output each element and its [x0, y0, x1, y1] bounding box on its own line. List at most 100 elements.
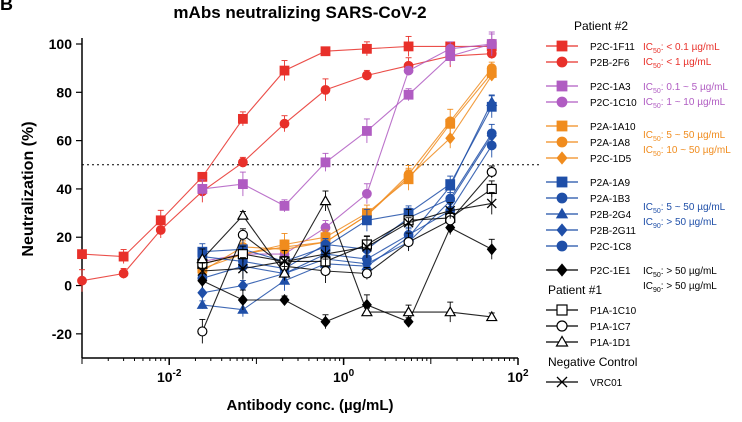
marker-stroke — [320, 249, 331, 260]
series-line — [201, 199, 492, 318]
data-point — [279, 65, 290, 76]
series-p2c-1e1 — [197, 220, 497, 329]
x-tick-label: 100 — [333, 368, 355, 385]
panel-letter: B — [0, 0, 13, 14]
data-point — [444, 305, 457, 317]
legend-group-label: Patient #2 — [574, 19, 628, 33]
legend-entry-label: P2B-2F6 — [590, 58, 630, 69]
data-point — [320, 84, 331, 95]
ic-note: IC50: 0.1 ~ 5 µg/mL — [643, 82, 728, 95]
data-point — [485, 310, 498, 322]
legend-marker — [556, 80, 568, 92]
series-vrc01 — [197, 191, 497, 280]
data-point — [402, 305, 415, 317]
series-line — [202, 135, 493, 294]
data-point — [237, 179, 248, 189]
legend-group: P2A-1A9 P2A-1B3 P2B-2G4 P2B-2G11 P2C-1C8 IC50… — [546, 176, 726, 253]
data-point — [197, 326, 208, 337]
data-point — [361, 215, 372, 226]
series-line — [202, 188, 493, 265]
legend-marker — [556, 136, 568, 148]
legend-group: Negative Control VRC01 — [546, 355, 637, 389]
ic-note: IC50: > 50 µg/mL — [643, 266, 717, 279]
legend-marker — [556, 120, 568, 132]
legend-marker — [556, 96, 568, 108]
ic-note: IC90: > 50 µg/mL — [643, 281, 717, 294]
data-point — [118, 251, 129, 262]
marker-stroke — [486, 198, 497, 209]
legend-entry-label: P2B-2G4 — [590, 210, 632, 221]
marker-stroke — [445, 205, 456, 216]
y-tick-label: 0 — [64, 278, 72, 294]
legend-marker — [556, 240, 568, 252]
data-point — [197, 184, 208, 194]
data-point — [196, 299, 208, 309]
data-point — [486, 140, 497, 151]
legend-marker — [556, 192, 568, 204]
y-tick-label: 40 — [56, 181, 72, 197]
data-point — [445, 205, 456, 216]
data-point — [237, 279, 248, 292]
marker-stroke — [361, 241, 372, 252]
data-point — [155, 225, 166, 235]
legend-group: Patient #1 P1A-1C10 P1A-1C7 P1A-1D1 — [546, 283, 637, 349]
ic-note: IC50: 5 ~ 50 µg/mL — [643, 130, 726, 143]
data-point — [77, 249, 87, 260]
data-point — [77, 275, 87, 286]
series-line — [202, 72, 493, 270]
data-point — [320, 249, 331, 260]
series-line — [202, 75, 493, 265]
chart-title: mAbs neutralizing SARS-CoV-2 — [173, 3, 426, 22]
data-point — [445, 43, 456, 54]
data-point — [360, 305, 373, 317]
data-point — [361, 70, 372, 81]
data-point — [403, 170, 414, 183]
data-point — [237, 294, 248, 307]
legend-group: P2C-1A3 P2C-1C10 IC50: 0.1 ~ 5 µg/mL IC50: … — [546, 80, 728, 110]
legend-marker — [556, 263, 568, 277]
legend-entry-label: P2A-1A10 — [590, 122, 636, 133]
legend-entry-label: P2C-1C10 — [590, 98, 637, 109]
x-tick-label: 102 — [507, 368, 529, 385]
data-point — [445, 132, 456, 145]
ic-note: IC50: 5 ~ 50 µg/mL — [643, 202, 726, 215]
marker-stroke — [403, 217, 414, 228]
data-point — [403, 89, 414, 100]
data-point — [403, 217, 414, 228]
marker-stroke — [197, 266, 208, 277]
series-line — [202, 226, 493, 323]
legend-marker — [556, 304, 568, 316]
legend-entry-label: P2C-1A3 — [590, 82, 631, 93]
data-point — [361, 126, 372, 136]
ic-note: IC50: 1 ~ 10 µg/mL — [643, 97, 726, 110]
data-point — [320, 157, 331, 168]
series-line — [81, 45, 492, 258]
legend-group: P2A-1A10 P2A-1A8 P2C-1D5 IC50: 5 ~ 50 µg/mL… — [546, 120, 731, 165]
series-line — [202, 133, 493, 270]
data-point — [486, 198, 497, 209]
y-tick-label: -20 — [52, 326, 72, 342]
legend-marker — [556, 176, 568, 188]
data-point — [361, 188, 372, 199]
data-point — [445, 116, 456, 127]
legend-group-label: Negative Control — [548, 355, 637, 369]
data-point — [237, 263, 248, 274]
data-point — [361, 268, 372, 279]
data-point — [118, 268, 129, 279]
data-point — [486, 96, 498, 106]
x-tick-label: 10-2 — [157, 368, 182, 385]
legend-marker — [556, 320, 568, 332]
series-line — [202, 202, 492, 272]
legend-entry-label: P2A-1A9 — [590, 178, 630, 189]
series-line — [201, 171, 493, 332]
legend-entry-label: P2C-1F11 — [590, 42, 635, 53]
legend-marker — [556, 56, 568, 68]
y-tick-label: 60 — [56, 133, 72, 149]
data-point — [197, 274, 208, 287]
legend-entry-label: P1A-1C10 — [590, 306, 637, 317]
data-point — [486, 69, 497, 82]
legend-marker — [556, 223, 568, 237]
series-p1a-1d1 — [196, 190, 498, 323]
data-point — [403, 236, 414, 248]
